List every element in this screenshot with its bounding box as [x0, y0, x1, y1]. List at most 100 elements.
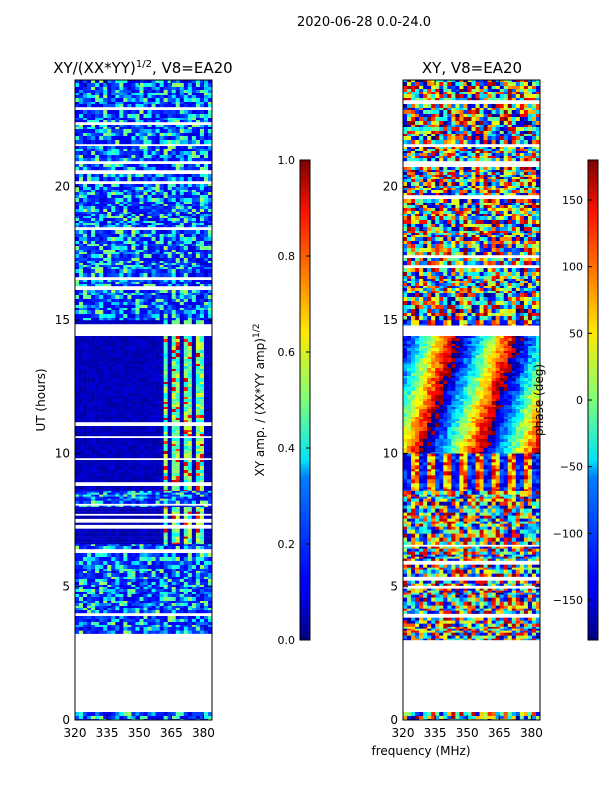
heat-cell [139, 619, 143, 622]
heat-cell [152, 434, 156, 436]
heat-cell [156, 158, 160, 161]
heat-cell [131, 225, 135, 227]
heat-cell [184, 610, 188, 613]
heat-cell [111, 366, 115, 369]
heat-cell [119, 397, 123, 399]
heat-cell [192, 553, 196, 557]
heat-cell [87, 501, 91, 504]
heat-cell [119, 361, 123, 364]
heat-cell [192, 202, 196, 204]
heat-cell [168, 569, 172, 571]
heat-cell [95, 223, 99, 225]
heat-cell [87, 204, 91, 206]
heat-cell [131, 462, 135, 466]
heat-cell [164, 382, 168, 384]
heat-cell [131, 110, 135, 114]
heat-cell [184, 146, 188, 149]
heat-cell [164, 366, 168, 369]
heat-cell [192, 507, 196, 509]
heat-cell [168, 480, 172, 482]
heat-cell [99, 177, 103, 181]
heat-cell [204, 573, 208, 577]
heat-cell [164, 493, 168, 495]
heat-cell [123, 569, 127, 571]
heat-cell [119, 491, 123, 493]
heat-cell [95, 387, 99, 391]
heat-cell [115, 129, 119, 133]
heat-cell [168, 585, 172, 587]
heat-cell [87, 187, 91, 190]
heat-cell [204, 140, 208, 144]
heat-cell [172, 409, 176, 412]
heat-cell [176, 174, 180, 177]
heat-cell [83, 438, 87, 441]
heat-cell [127, 127, 131, 129]
heat-cell [107, 512, 111, 514]
heat-cell [144, 608, 148, 610]
heat-cell [95, 366, 99, 369]
heat-cell [200, 350, 204, 353]
heat-cell [111, 378, 115, 382]
heat-cell [103, 174, 107, 177]
heat-cell [75, 374, 79, 378]
heat-cell [139, 190, 143, 192]
heat-cell [135, 382, 139, 384]
heat-cell [164, 214, 168, 216]
heat-cell [168, 446, 172, 449]
heat-cell [168, 93, 172, 95]
heat-cell [204, 404, 208, 407]
heat-cell [164, 557, 168, 561]
heat-cell [139, 218, 143, 221]
heat-cell [139, 546, 143, 549]
heat-cell [91, 499, 95, 501]
heat-cell [176, 177, 180, 181]
heat-cell [188, 444, 192, 446]
heat-cell [176, 444, 180, 446]
heat-cell [87, 507, 91, 509]
heat-cell [144, 371, 148, 374]
heat-cell [123, 430, 127, 432]
heat-cell [156, 202, 160, 204]
heat-cell [176, 320, 180, 324]
heat-cell [75, 384, 79, 387]
heat-cell [172, 404, 176, 407]
heat-cell [188, 597, 192, 601]
heat-cell [196, 90, 200, 93]
heat-cell [99, 393, 103, 397]
heat-cell [115, 606, 119, 608]
heat-cell [135, 118, 139, 120]
heat-cell [148, 622, 152, 625]
heat-cell [87, 470, 91, 473]
heat-cell [103, 230, 107, 234]
heat-cell [176, 225, 180, 227]
heat-cell [111, 102, 115, 104]
heat-cell [119, 378, 123, 382]
heat-cell [180, 151, 184, 155]
heat-cell [164, 507, 168, 509]
heat-cell [180, 501, 184, 504]
heat-cell [192, 470, 196, 473]
heat-cell [204, 446, 208, 449]
heat-cell [160, 342, 164, 346]
heat-cell [204, 407, 208, 409]
heat-cell [148, 712, 152, 716]
heat-cell [91, 397, 95, 399]
heat-cell [160, 438, 164, 441]
heat-cell [164, 537, 168, 539]
heat-cell [160, 557, 164, 561]
heat-cell [200, 216, 204, 218]
heat-cell [79, 561, 83, 565]
heat-cell [180, 114, 184, 118]
heat-cell [164, 509, 168, 512]
heat-cell [111, 404, 115, 407]
heat-cell [115, 432, 119, 434]
heat-cell [200, 206, 204, 209]
heat-cell [176, 350, 180, 353]
heat-cell [200, 382, 204, 384]
heat-cell [160, 221, 164, 223]
heat-cell [87, 230, 91, 234]
heat-cell [87, 462, 91, 466]
heat-cell [115, 234, 119, 237]
heat-cell [144, 212, 148, 214]
heat-cell [192, 603, 196, 606]
